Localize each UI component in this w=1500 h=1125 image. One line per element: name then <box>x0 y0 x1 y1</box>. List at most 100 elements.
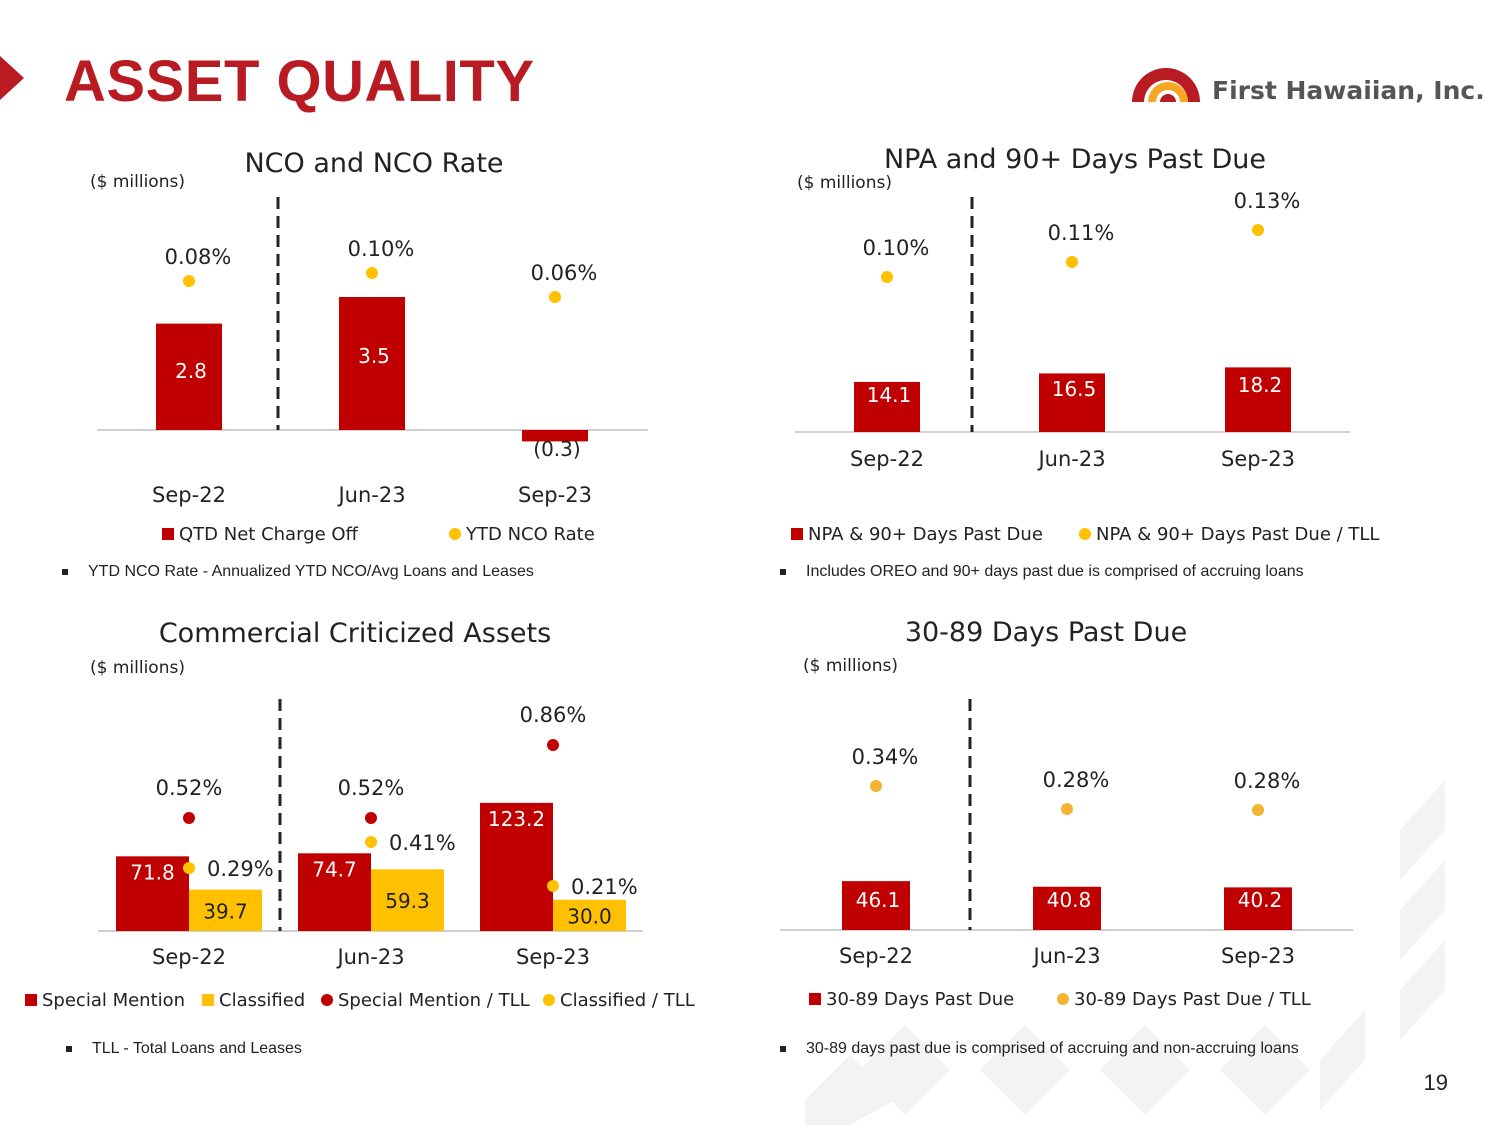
note-dpd: 30-89 days past due is comprised of accr… <box>780 1040 1299 1058</box>
dpd-dot-label: 0.28% <box>1043 768 1110 792</box>
nco-dot-label: 0.08% <box>165 245 232 269</box>
nco-legend-label: YTD NCO Rate <box>465 524 595 545</box>
npa-bar <box>1039 373 1105 432</box>
npa-dot-label: 0.13% <box>1234 189 1301 213</box>
cca-legend-label: Special Mention <box>42 990 185 1011</box>
cca-dot-label-classified-tll: 0.41% <box>389 831 456 855</box>
bullet-icon <box>66 1045 72 1052</box>
nco-chart-title: NCO and NCO Rate <box>244 148 503 179</box>
dpd-bar-label: 40.8 <box>1047 888 1092 912</box>
note-cca: TLL - Total Loans and Leases <box>66 1040 302 1058</box>
cca-dot-label-special-mention-tll: 0.52% <box>338 776 405 800</box>
cca-legend-label: Special Mention / TLL <box>338 990 530 1011</box>
note-nco: YTD NCO Rate - Annualized YTD NCO/Avg Lo… <box>62 563 534 581</box>
nco-x-tick-label: Jun-23 <box>336 483 405 507</box>
cca-dot-label-special-mention-tll: 0.86% <box>520 703 587 727</box>
dpd-x-tick-label: Sep-23 <box>1221 944 1295 968</box>
npa-legend-label: NPA & 90+ Days Past Due <box>808 524 1043 545</box>
npa-bar-label: 14.1 <box>867 383 912 407</box>
note-nco-text: YTD NCO Rate - Annualized YTD NCO/Avg Lo… <box>88 563 534 580</box>
note-npa-text: Includes OREO and 90+ days past due is c… <box>806 563 1304 580</box>
nco-bar <box>339 297 405 430</box>
cca-x-tick-label: Sep-22 <box>152 945 226 969</box>
npa-bar <box>1225 367 1291 432</box>
npa-dot <box>1066 256 1078 268</box>
nco-legend-label: QTD Net Charge Off <box>179 524 359 545</box>
npa-bar <box>854 381 920 432</box>
cca-bar-special-mention <box>480 802 553 931</box>
bullet-icon <box>780 1045 786 1052</box>
note-cca-text: TLL - Total Loans and Leases <box>92 1040 302 1057</box>
npa-dot <box>1252 224 1264 236</box>
page-title: ASSET QUALITY <box>64 49 535 114</box>
nco-bar <box>522 430 588 442</box>
cca-dot-classified-tll <box>547 880 559 892</box>
cca-bar-label-special-mention: 71.8 <box>130 860 175 884</box>
dpd-chart-title: 30-89 Days Past Due <box>905 617 1187 648</box>
cca-bar-special-mention <box>116 856 189 931</box>
dpd-bar <box>842 881 910 930</box>
cca-dot-label-classified-tll: 0.21% <box>571 875 638 899</box>
nco-bar-label: (0.3) <box>533 437 580 461</box>
first-hawaiian-logo-icon <box>1132 68 1200 102</box>
dpd-legend-swatch <box>1057 993 1069 1005</box>
npa-x-tick-label: Sep-23 <box>1221 447 1295 471</box>
cca-bar-classified <box>189 889 262 931</box>
company-logo-text: First Hawaiian, Inc. <box>1212 76 1485 105</box>
dpd-legend-swatch <box>809 993 821 1005</box>
nco-dot-label: 0.06% <box>531 261 598 285</box>
cca-bar-classified <box>553 899 626 931</box>
npa-dot <box>881 271 893 283</box>
npa-dot-label: 0.11% <box>1048 221 1115 245</box>
cca-legend-swatch <box>321 994 333 1006</box>
npa-legend-label: NPA & 90+ Days Past Due / TLL <box>1096 524 1379 545</box>
cca-legend-swatch <box>202 994 214 1006</box>
nco-bar-label: 3.5 <box>358 344 390 368</box>
cca-bar-label-classified: 30.0 <box>567 904 612 928</box>
cca-bar-label-classified: 39.7 <box>203 899 248 923</box>
nco-legend-swatch <box>162 528 174 540</box>
dpd-x-tick-label: Sep-22 <box>839 944 913 968</box>
nco-x-tick-label: Sep-23 <box>518 483 592 507</box>
cca-dot-classified-tll <box>183 862 195 874</box>
cca-x-tick-label: Jun-23 <box>335 945 404 969</box>
cca-bar-special-mention <box>298 853 371 931</box>
nco-bar <box>156 323 222 430</box>
cca-bar-label-classified: 59.3 <box>385 889 430 913</box>
title-arrow-icon <box>0 56 24 100</box>
nco-unit-label: ($ millions) <box>90 172 185 192</box>
bullet-icon <box>780 568 786 575</box>
dpd-dot <box>1061 803 1073 815</box>
npa-dot-label: 0.10% <box>863 236 930 260</box>
nco-dot <box>183 275 195 287</box>
dpd-unit-label: ($ millions) <box>803 656 898 676</box>
nco-dot <box>366 267 378 279</box>
npa-bar-label: 18.2 <box>1238 373 1283 397</box>
npa-unit-label: ($ millions) <box>797 173 892 193</box>
dpd-bar <box>1033 886 1101 930</box>
nco-dot-label: 0.10% <box>348 237 415 261</box>
dpd-dot <box>1252 804 1264 816</box>
cca-bar-label-special-mention: 123.2 <box>488 807 545 831</box>
dpd-dot <box>870 780 882 792</box>
nco-dot <box>549 291 561 303</box>
cca-x-tick-label: Sep-23 <box>516 945 590 969</box>
nco-legend-swatch <box>449 528 461 540</box>
npa-x-tick-label: Sep-22 <box>850 447 924 471</box>
npa-x-tick-label: Jun-23 <box>1036 447 1105 471</box>
dpd-legend-label: 30-89 Days Past Due / TLL <box>1074 989 1311 1010</box>
npa-bar-label: 16.5 <box>1052 377 1097 401</box>
nco-x-tick-label: Sep-22 <box>152 483 226 507</box>
page-number: 19 <box>1423 1070 1448 1095</box>
dpd-bar <box>1224 887 1292 930</box>
dpd-dot-label: 0.34% <box>852 745 919 769</box>
dpd-legend-label: 30-89 Days Past Due <box>826 989 1014 1010</box>
dpd-bar-label: 46.1 <box>856 888 901 912</box>
cca-legend-swatch <box>543 994 555 1006</box>
note-npa: Includes OREO and 90+ days past due is c… <box>780 563 1304 581</box>
cca-dot-label-classified-tll: 0.29% <box>207 857 274 881</box>
cca-dot-special-mention-tll <box>547 739 559 751</box>
cca-dot-special-mention-tll <box>183 812 195 824</box>
bullet-icon <box>62 568 68 575</box>
